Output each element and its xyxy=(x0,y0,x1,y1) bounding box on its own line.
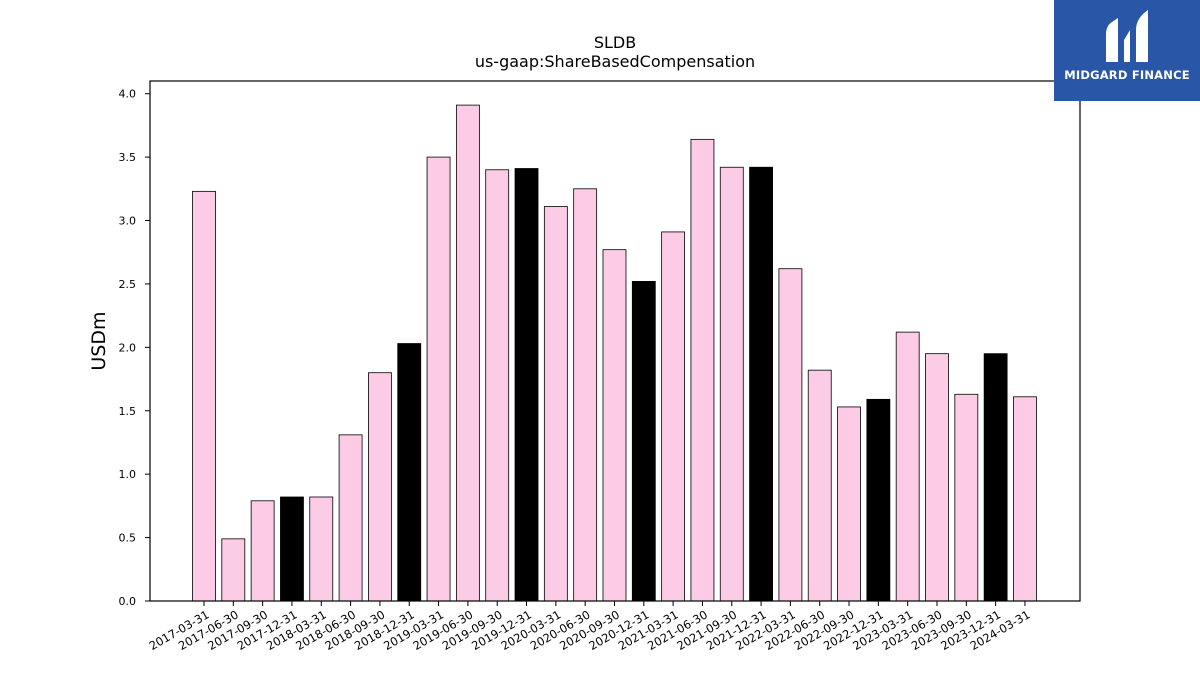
bar-2023-06-30 xyxy=(925,353,949,602)
bar-2020-03-31 xyxy=(543,206,568,602)
plot-frame xyxy=(149,80,1081,602)
bar-2017-06-30 xyxy=(221,538,246,602)
bar-2017-12-31 xyxy=(280,496,304,602)
bar-2020-06-30 xyxy=(573,188,598,602)
bar-2022-06-30 xyxy=(807,369,832,602)
y-tick-label: 3.0 xyxy=(119,215,137,228)
logo-text: MIDGARD FINANCE xyxy=(1064,68,1190,82)
bar-2021-06-30 xyxy=(690,138,715,602)
bar-2024-03-31 xyxy=(1013,396,1037,602)
y-tick-label: 0.5 xyxy=(119,532,137,545)
bar-2021-03-31 xyxy=(661,231,686,602)
bar-2018-06-30 xyxy=(338,434,363,602)
bar-2023-03-31 xyxy=(895,331,920,602)
midgard-logo: MIDGARD FINANCE xyxy=(1054,0,1200,101)
bars xyxy=(192,104,1037,602)
bar-2022-03-31 xyxy=(778,268,803,602)
x-axis: 2017-03-312017-06-302017-09-302017-12-31… xyxy=(147,601,1032,653)
bar-2019-06-30 xyxy=(455,104,480,602)
bar-2018-12-31 xyxy=(397,343,422,602)
y-tick-label: 0.0 xyxy=(119,595,137,608)
bar-2018-03-31 xyxy=(309,496,334,602)
y-tick-label: 1.5 xyxy=(119,405,137,418)
y-axis: 0.0 0.5 1.0 1.5 2.0 2.5 3.0 3.5 4.0 xyxy=(119,88,150,608)
bar-2022-12-31 xyxy=(866,398,891,602)
y-axis-label: USDm xyxy=(88,311,110,370)
bar-2018-09-30 xyxy=(368,372,392,602)
bar-2019-12-31 xyxy=(514,168,539,602)
y-tick-label: 2.0 xyxy=(119,341,137,354)
bar-2017-03-31 xyxy=(192,190,216,602)
bar-2020-12-31 xyxy=(631,280,656,602)
bar-2017-09-30 xyxy=(250,500,275,602)
bar-2019-09-30 xyxy=(485,169,510,602)
bar-2023-09-30 xyxy=(954,393,979,602)
chart-subtitle: us-gaap:ShareBasedCompensation xyxy=(474,52,756,71)
bar-2022-09-30 xyxy=(837,406,861,602)
y-tick-label: 1.0 xyxy=(119,468,137,481)
bar-2023-12-31 xyxy=(983,353,1008,602)
bar-2020-09-30 xyxy=(602,249,627,602)
y-tick-label: 3.5 xyxy=(119,151,137,164)
y-tick-label: 2.5 xyxy=(119,278,137,291)
bar-2021-09-30 xyxy=(719,166,744,602)
bar-2019-03-31 xyxy=(426,156,451,602)
y-tick-label: 4.0 xyxy=(119,88,137,101)
bar-2021-12-31 xyxy=(749,166,773,602)
midgard-m-icon xyxy=(1106,10,1148,62)
chart-title: SLDB xyxy=(593,33,637,52)
